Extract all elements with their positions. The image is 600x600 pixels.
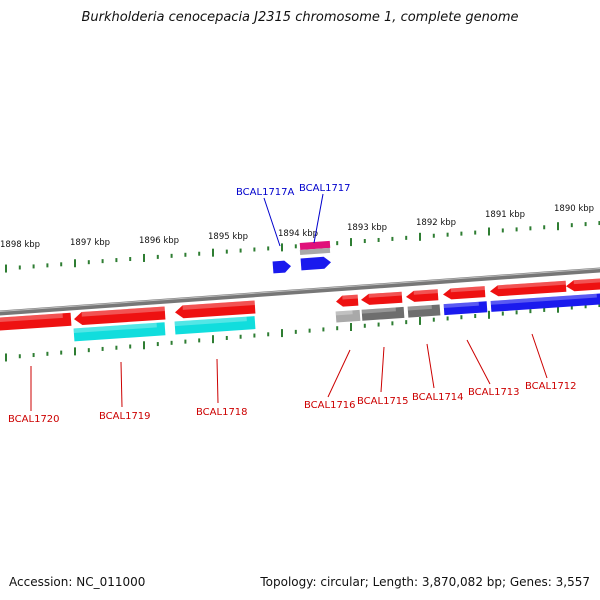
gene-label-bcal1716: BCAL1716 xyxy=(304,400,356,411)
scale-label: 1895 kbp xyxy=(208,232,248,242)
gene-bcal1712-top xyxy=(490,280,567,297)
gene-bcal1714-cds-body xyxy=(407,304,441,318)
gene-bcal1718-top-body xyxy=(175,300,256,319)
gene-bcal1715-top-body xyxy=(361,291,403,305)
gene-bcal1716-cds-body xyxy=(335,309,361,323)
gene-label-bcal1720: BCAL1720 xyxy=(8,414,60,425)
gene-bcal1716-cds xyxy=(335,309,361,323)
map-title: Burkholderia cenocepacia J2315 chromosom… xyxy=(81,10,519,25)
gene-bcal1719-cds-shine xyxy=(73,322,157,333)
gene-bcal1712-cds xyxy=(490,293,600,312)
gene-bcal1718-cds-body xyxy=(174,316,256,335)
gene-bcal1712-cds-shine xyxy=(490,293,597,305)
gene-label-leader xyxy=(327,349,351,398)
gene-bcal1718-top xyxy=(175,300,256,319)
genome-backbone-highlight xyxy=(0,267,600,313)
gene-bcal1714-cds xyxy=(407,304,441,318)
gene-bcal1711-top-shine xyxy=(573,278,600,285)
gene-label-bcal1719: BCAL1719 xyxy=(99,411,151,422)
gene-bcal1713-top xyxy=(443,286,486,300)
gene-bcal1715-top-shine xyxy=(368,291,402,298)
gene-bcal1714-top-body xyxy=(406,289,439,302)
gene-label-bcal1718: BCAL1718 xyxy=(196,407,248,418)
gene-bcal1715-cds-shine xyxy=(361,307,396,314)
gene-label-bcal1717: BCAL1717 xyxy=(299,183,351,194)
gene-bcal1713-cds xyxy=(443,301,488,316)
gene-bcal1716-top-body xyxy=(336,294,359,307)
gene-label-bcal1715: BCAL1715 xyxy=(357,396,409,407)
gene-bcal1713-cds-shine xyxy=(443,301,479,309)
scale-label: 1898 kbp xyxy=(0,240,40,250)
gene-bcal1719-cds-body xyxy=(73,322,166,342)
scale-label: 1891 kbp xyxy=(485,210,525,220)
gene-bcal1715-cds xyxy=(361,306,405,321)
gene-bcal1717 xyxy=(300,256,331,271)
gene-bcal1714-top-shine xyxy=(413,289,438,295)
gene-bcal1712-cds-body xyxy=(490,293,600,312)
gene-bcal1713-top-shine xyxy=(450,286,485,293)
genome-summary: Topology: circular; Length: 3,870,082 bp… xyxy=(260,575,590,589)
gene-bcal1713-cds-body xyxy=(443,301,488,316)
gene-bcal1713-top-body xyxy=(443,286,486,300)
gene-bcal1715-top xyxy=(361,291,403,305)
gene-bcal1718-cds xyxy=(174,316,256,335)
gene-bcal1718-cds-shine xyxy=(174,316,247,327)
gene-bcal1719-top-shine xyxy=(81,306,165,317)
gene-bcal1720-shine xyxy=(0,313,63,323)
gene-bcal1719-cds xyxy=(73,322,166,342)
gene-label-bcal1714: BCAL1714 xyxy=(412,392,464,403)
gene-label-leader xyxy=(466,339,491,385)
gene-bcal1712-top-body xyxy=(490,280,567,297)
gene-label-leader xyxy=(263,197,281,247)
scale-label: 1896 kbp xyxy=(139,236,179,246)
gene-bcal1717-rna xyxy=(299,240,331,250)
gene-label-leader xyxy=(531,333,548,379)
scale-label: 1897 kbp xyxy=(70,238,110,248)
gene-label-leader xyxy=(120,361,123,408)
gene-label-leader xyxy=(426,343,435,389)
gene-bcal1714-cds-shine xyxy=(407,304,432,311)
gene-label-bcal1713: BCAL1713 xyxy=(468,387,520,398)
gene-label-leader xyxy=(216,358,219,404)
gene-bcal1717-rna-shadow xyxy=(299,247,331,255)
gene-label-bcal1717a: BCAL1717A xyxy=(236,187,295,198)
accession-label: Accession: NC_011000 xyxy=(9,575,146,589)
genome-backbone xyxy=(0,267,600,316)
gene-label-leader xyxy=(380,346,385,393)
gene-bcal1714-top xyxy=(406,289,439,302)
gene-bcal1718-top-shine xyxy=(182,300,255,310)
scale-label: 1893 kbp xyxy=(347,223,387,233)
gene-bcal1716-cds-shine xyxy=(335,310,353,316)
gene-bcal1719-top xyxy=(74,306,166,326)
gene-label-leader xyxy=(313,193,324,244)
gene-bcal1711-top-body xyxy=(566,278,600,292)
scale-label: 1890 kbp xyxy=(554,204,594,214)
gene-label-bcal1712: BCAL1712 xyxy=(525,381,577,392)
gene-bcal1711-top xyxy=(566,278,600,292)
scale-label: 1894 kbp xyxy=(278,229,318,239)
gene-bcal1720-body xyxy=(0,312,72,331)
gene-bcal1715-cds-body xyxy=(361,306,405,321)
gene-bcal1712-top-shine xyxy=(497,280,566,290)
gene-bcal1720 xyxy=(0,312,72,331)
gene-bcal1716-top-shine xyxy=(342,294,358,300)
gene-bcal1716-top xyxy=(336,294,359,307)
scale-label: 1892 kbp xyxy=(416,218,456,228)
gene-bcal1717a xyxy=(272,260,292,274)
gene-bcal1719-top-body xyxy=(74,306,166,326)
